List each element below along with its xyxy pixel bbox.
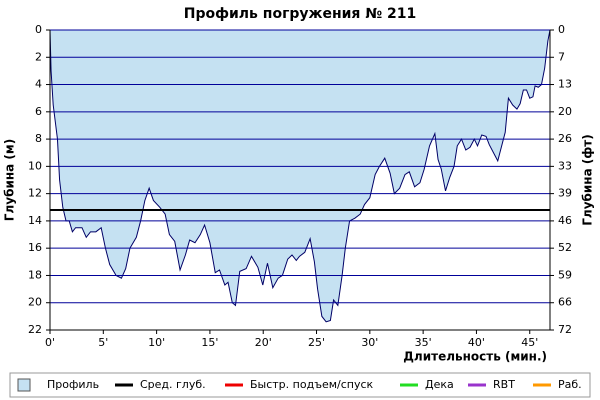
legend-box [9, 372, 591, 398]
y2-tick-label: 52 [558, 241, 572, 254]
y-tick-label: 6 [35, 105, 42, 118]
y2-axis-label: Глубина (фт) [581, 134, 595, 225]
y2-tick-label: 59 [558, 268, 572, 281]
x-tick-label: 25' [308, 336, 325, 349]
y-tick-label: 14 [28, 214, 42, 227]
x-tick-label: 35' [415, 336, 432, 349]
y-tick-label: 22 [28, 323, 42, 336]
x-tick-label: 20' [255, 336, 272, 349]
x-tick-label: 10' [148, 336, 165, 349]
chart-title: Профиль погружения № 211 [184, 6, 417, 22]
x-tick-label: 0' [45, 336, 55, 349]
y-tick-label: 16 [28, 241, 42, 254]
y-tick-label: 0 [35, 23, 42, 36]
y2-tick-label: 72 [558, 323, 572, 336]
y2-tick-label: 39 [558, 187, 572, 200]
legend-label: Сред. глуб. [140, 378, 206, 391]
legend-label: RBT [493, 378, 515, 391]
y2-tick-label: 20 [558, 105, 572, 118]
y-tick-label: 18 [28, 268, 42, 281]
x-tick-label: 45' [521, 336, 538, 349]
x-tick-label: 15' [201, 336, 218, 349]
y-tick-label: 4 [35, 78, 42, 91]
y2-tick-label: 66 [558, 296, 572, 309]
legend-label: Дека [425, 378, 454, 391]
x-tick-label: 30' [361, 336, 378, 349]
y2-tick-label: 26 [558, 132, 572, 145]
y-tick-label: 12 [28, 187, 42, 200]
legend-label: Профиль [47, 378, 99, 391]
x-tick-label: 40' [468, 336, 485, 349]
y2-tick-label: 7 [558, 50, 565, 63]
legend-label: Быстр. подъем/спуск [250, 378, 374, 391]
y2-tick-label: 0 [558, 23, 565, 36]
legend-swatch [17, 378, 31, 392]
y2-tick-label: 13 [558, 78, 572, 91]
y2-tick-label: 46 [558, 214, 572, 227]
y-axis-label: Глубина (м) [3, 139, 17, 221]
x-tick-label: 5' [98, 336, 108, 349]
y2-tick-label: 33 [558, 159, 572, 172]
y-tick-label: 20 [28, 296, 42, 309]
x-axis-label: Длительность (мин.) [403, 350, 547, 364]
y-tick-label: 10 [28, 159, 42, 172]
legend-label: Раб. [558, 378, 582, 391]
y-tick-label: 2 [35, 50, 42, 63]
y-tick-label: 8 [35, 132, 42, 145]
